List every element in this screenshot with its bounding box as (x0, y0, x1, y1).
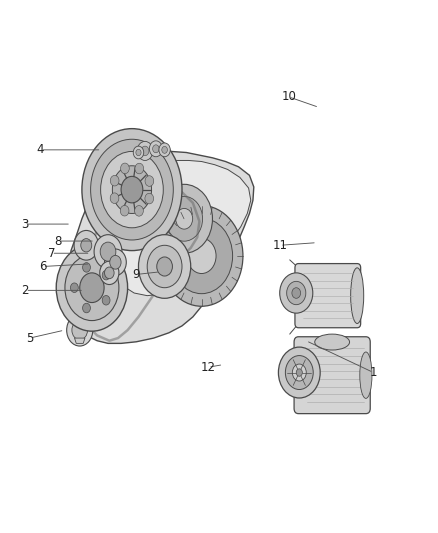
Circle shape (120, 205, 129, 216)
Circle shape (67, 314, 93, 346)
Text: 12: 12 (201, 361, 215, 374)
Circle shape (134, 206, 143, 216)
Text: 10: 10 (281, 90, 296, 103)
Text: 5: 5 (26, 332, 33, 344)
Polygon shape (116, 160, 251, 296)
Text: 11: 11 (272, 239, 287, 252)
Text: 3: 3 (21, 217, 29, 231)
Circle shape (71, 283, 78, 293)
Circle shape (91, 139, 173, 240)
Circle shape (145, 176, 154, 187)
Circle shape (121, 176, 143, 203)
Circle shape (100, 242, 116, 261)
Circle shape (102, 295, 110, 305)
Text: 2: 2 (21, 284, 29, 297)
Circle shape (65, 255, 119, 320)
Circle shape (160, 206, 243, 306)
Circle shape (82, 128, 182, 251)
FancyBboxPatch shape (295, 264, 360, 328)
Circle shape (102, 270, 110, 280)
Circle shape (136, 149, 141, 156)
Circle shape (279, 347, 320, 398)
Circle shape (105, 267, 114, 279)
Circle shape (292, 364, 306, 381)
Circle shape (133, 146, 144, 159)
Ellipse shape (351, 268, 364, 324)
Circle shape (157, 257, 173, 276)
Circle shape (170, 218, 233, 294)
Circle shape (135, 163, 144, 174)
Circle shape (280, 273, 313, 313)
Text: 9: 9 (133, 268, 140, 281)
Circle shape (147, 245, 182, 288)
Circle shape (110, 255, 121, 269)
Circle shape (166, 196, 202, 241)
Text: 6: 6 (39, 260, 46, 273)
Circle shape (120, 163, 129, 174)
Circle shape (72, 320, 88, 340)
Circle shape (149, 141, 162, 157)
Circle shape (145, 193, 154, 204)
Polygon shape (67, 151, 254, 343)
Circle shape (137, 141, 153, 160)
Circle shape (110, 175, 119, 186)
Circle shape (159, 143, 170, 157)
Circle shape (141, 146, 149, 156)
Ellipse shape (360, 352, 372, 398)
Circle shape (81, 239, 92, 252)
Circle shape (110, 193, 119, 204)
Circle shape (83, 303, 90, 313)
Circle shape (286, 356, 313, 390)
Circle shape (74, 230, 99, 260)
Ellipse shape (315, 334, 350, 350)
Text: 8: 8 (54, 235, 62, 247)
Circle shape (296, 369, 302, 376)
Circle shape (100, 261, 119, 285)
Circle shape (292, 288, 300, 298)
Circle shape (113, 166, 152, 214)
Circle shape (162, 147, 167, 154)
Polygon shape (74, 338, 85, 343)
Text: 7: 7 (48, 247, 55, 260)
Circle shape (94, 235, 122, 269)
Circle shape (138, 235, 191, 298)
Circle shape (187, 238, 216, 273)
Circle shape (101, 151, 163, 228)
Circle shape (176, 208, 193, 229)
Circle shape (156, 184, 212, 253)
Circle shape (105, 249, 126, 276)
Text: 1: 1 (370, 366, 377, 379)
Circle shape (287, 281, 306, 305)
Circle shape (80, 273, 104, 303)
Circle shape (56, 244, 127, 331)
FancyBboxPatch shape (294, 337, 370, 414)
Circle shape (152, 145, 159, 153)
Text: 4: 4 (37, 143, 44, 156)
Circle shape (83, 263, 90, 272)
